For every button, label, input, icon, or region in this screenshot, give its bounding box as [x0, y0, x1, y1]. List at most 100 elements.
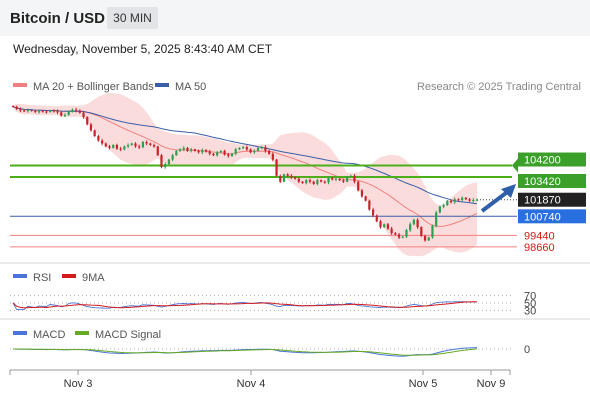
candle [472, 198, 475, 203]
candle [412, 218, 416, 226]
candle [331, 176, 334, 181]
instrument-title: Bitcoin / USD [10, 10, 106, 27]
candle [431, 224, 434, 239]
candle [271, 152, 274, 162]
candle [138, 144, 141, 150]
rsi-legend-label: RSI [33, 272, 51, 284]
candle [216, 150, 219, 157]
candle [301, 180, 304, 184]
candle [167, 158, 171, 165]
candle [449, 199, 453, 204]
candle [49, 109, 52, 113]
macd-zero-label: 0 [524, 344, 530, 356]
level-label: 101870 [524, 195, 561, 207]
candle [249, 148, 252, 154]
candle [475, 198, 479, 202]
rsi-ma-legend-swatch [62, 274, 76, 278]
candle [71, 108, 74, 113]
candle [364, 195, 367, 202]
level-chip [518, 192, 586, 207]
candle [468, 197, 471, 203]
candle [345, 175, 349, 183]
candle [253, 149, 256, 154]
macd-signal-legend-label: MACD Signal [95, 329, 161, 341]
candle [56, 109, 59, 115]
ma50-legend-label: MA 50 [175, 81, 206, 93]
level-chip [518, 173, 586, 188]
level-chip [518, 152, 586, 167]
candle [119, 146, 122, 152]
candle [360, 189, 364, 198]
candle [275, 158, 278, 177]
candle [112, 144, 115, 149]
candle [279, 174, 282, 184]
x-tick-label: Nov 4 [237, 378, 266, 390]
candle [19, 107, 22, 113]
candle [457, 198, 460, 202]
candle [234, 147, 237, 156]
macd-legend-swatch [13, 331, 27, 335]
candle [74, 107, 78, 113]
candle [204, 149, 208, 153]
candle [401, 235, 404, 239]
candle [208, 149, 211, 156]
candle [446, 200, 449, 206]
candle [37, 109, 41, 114]
candle [357, 180, 360, 192]
candle [423, 234, 427, 242]
candle [342, 178, 345, 184]
candle [11, 105, 15, 108]
candle [349, 174, 352, 178]
candle [334, 177, 338, 182]
candle [305, 178, 308, 185]
candle [223, 149, 226, 156]
candle [126, 143, 130, 149]
candle [319, 179, 323, 183]
candle [93, 129, 96, 137]
forecast-arrow [480, 188, 512, 213]
copyright-text: Research © 2025 Trading Central [417, 81, 581, 93]
candle [379, 219, 382, 229]
candle [323, 180, 326, 184]
candle [416, 218, 419, 229]
candle [227, 152, 230, 158]
candle [409, 222, 412, 233]
candle [282, 173, 286, 183]
candle [212, 152, 215, 157]
candle [383, 223, 386, 228]
candle [141, 140, 145, 149]
candle [30, 109, 33, 112]
candle [461, 196, 464, 202]
candle [238, 147, 241, 151]
macd-legend-label: MACD [33, 329, 65, 341]
candle [82, 111, 85, 119]
candle [123, 145, 126, 151]
rsi-level-label: 50 [524, 298, 536, 310]
x-tick-label: Nov 5 [409, 378, 438, 390]
candle [145, 140, 148, 146]
candle [438, 205, 441, 214]
candle [260, 145, 263, 150]
candle [67, 110, 70, 116]
candle [464, 197, 467, 201]
candle [193, 148, 197, 152]
candle [115, 143, 119, 150]
level-label: 103420 [524, 176, 561, 188]
candle [108, 144, 111, 150]
candle [156, 145, 159, 156]
x-tick-label: Nov 3 [64, 378, 93, 390]
candle [405, 228, 408, 239]
candle [152, 143, 156, 148]
interval-button[interactable]: 30 MIN [107, 7, 158, 29]
candle [134, 142, 137, 148]
candle [89, 122, 93, 132]
candle [34, 109, 37, 114]
candle [308, 178, 312, 184]
candle [186, 146, 189, 152]
candle [41, 110, 44, 113]
level-label: 98660 [524, 242, 555, 254]
bollinger-band [13, 92, 477, 257]
candle [15, 105, 18, 111]
candle [86, 116, 89, 126]
